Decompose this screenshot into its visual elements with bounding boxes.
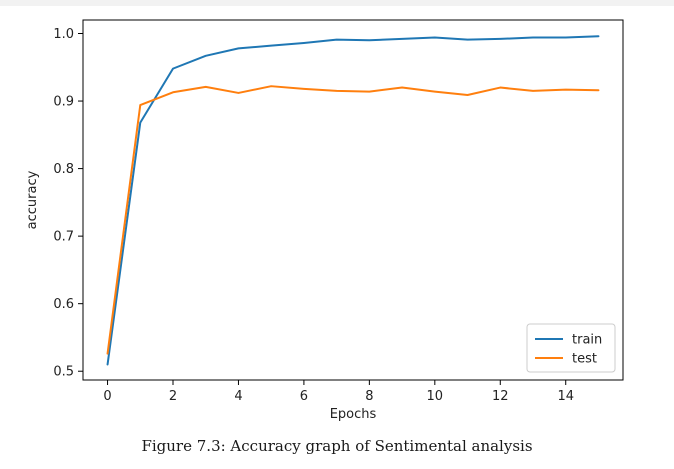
accuracy-line-chart: 0 2 4 6 8 10 12 14 0.5 0.6 0.7 0.8 0.9 1.0 Epochs acc… xyxy=(25,19,624,422)
series-line-train xyxy=(106,35,600,366)
y-tick-label: 0.8 xyxy=(53,162,74,177)
top-strip xyxy=(0,0,674,6)
y-axis-label: accuracy xyxy=(25,170,40,229)
x-tick-label: 4 xyxy=(234,389,242,404)
y-tick-label: 0.7 xyxy=(53,230,74,245)
x-tick-label: 6 xyxy=(300,389,308,404)
x-tick-label: 8 xyxy=(365,389,373,404)
x-tick-label: 0 xyxy=(103,389,111,404)
plot-area xyxy=(106,35,600,366)
y-tick-label: 0.5 xyxy=(53,365,74,380)
legend-label-train: train xyxy=(572,333,602,348)
y-tick-label: 1.0 xyxy=(53,27,74,42)
y-tick-label: 0.6 xyxy=(53,297,74,312)
x-tick-label: 12 xyxy=(492,389,509,404)
legend: train test xyxy=(526,323,616,373)
legend-label-test: test xyxy=(572,352,597,367)
figure-caption: Figure 7.3: Accuracy graph of Sentimenta… xyxy=(141,437,533,455)
x-tick-label: 2 xyxy=(169,389,177,404)
plot-frame xyxy=(82,19,624,381)
axes: 0 2 4 6 8 10 12 14 0.5 0.6 0.7 0.8 0.9 1.0 xyxy=(53,19,624,404)
y-tick-label: 0.9 xyxy=(53,95,74,110)
series-line-test xyxy=(106,85,600,355)
x-axis-label: Epochs xyxy=(330,407,377,422)
x-tick-label: 14 xyxy=(557,389,574,404)
legend-box xyxy=(526,323,616,373)
x-tick-label: 10 xyxy=(427,389,444,404)
